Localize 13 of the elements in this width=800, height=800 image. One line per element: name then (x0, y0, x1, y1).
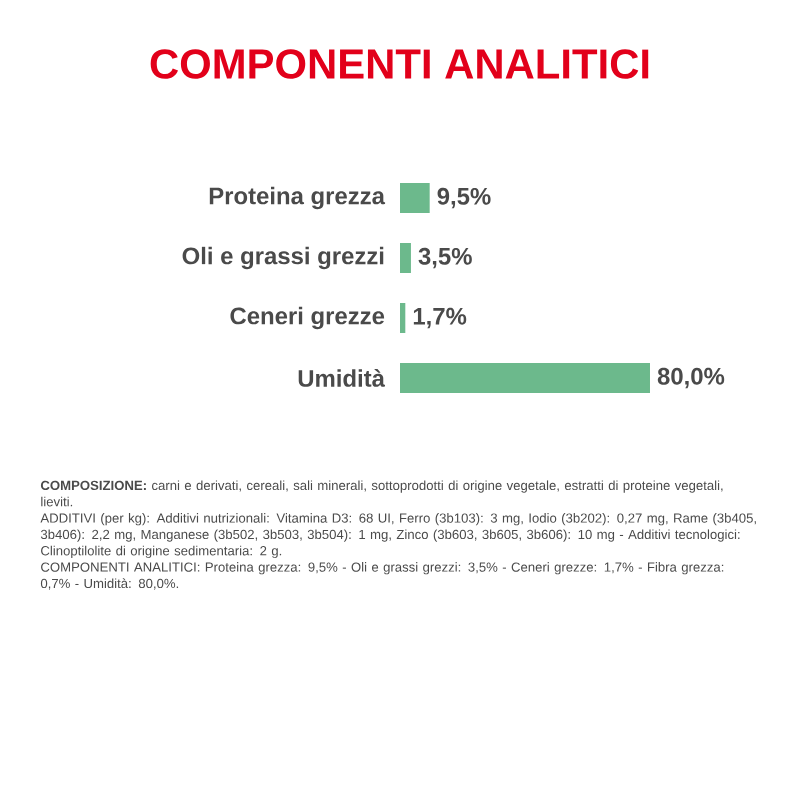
bar (400, 303, 406, 333)
y-tick-label: Ceneri grezze (230, 306, 385, 330)
y-tick-label: Oli e grassi grezzi (182, 246, 384, 270)
data-label: 9,5% (437, 187, 491, 209)
bar (400, 363, 650, 393)
chart-title: COMPONENTI ANALITICI (150, 49, 649, 79)
y-tick-label: Umidità (298, 369, 386, 387)
data-label: 3,5% (418, 247, 472, 269)
data-label: 80,0% (657, 367, 725, 389)
data-label: 1,7% (413, 307, 467, 329)
bar (400, 183, 430, 213)
y-tick-label: Proteina grezza (209, 186, 386, 210)
bar (400, 243, 411, 273)
